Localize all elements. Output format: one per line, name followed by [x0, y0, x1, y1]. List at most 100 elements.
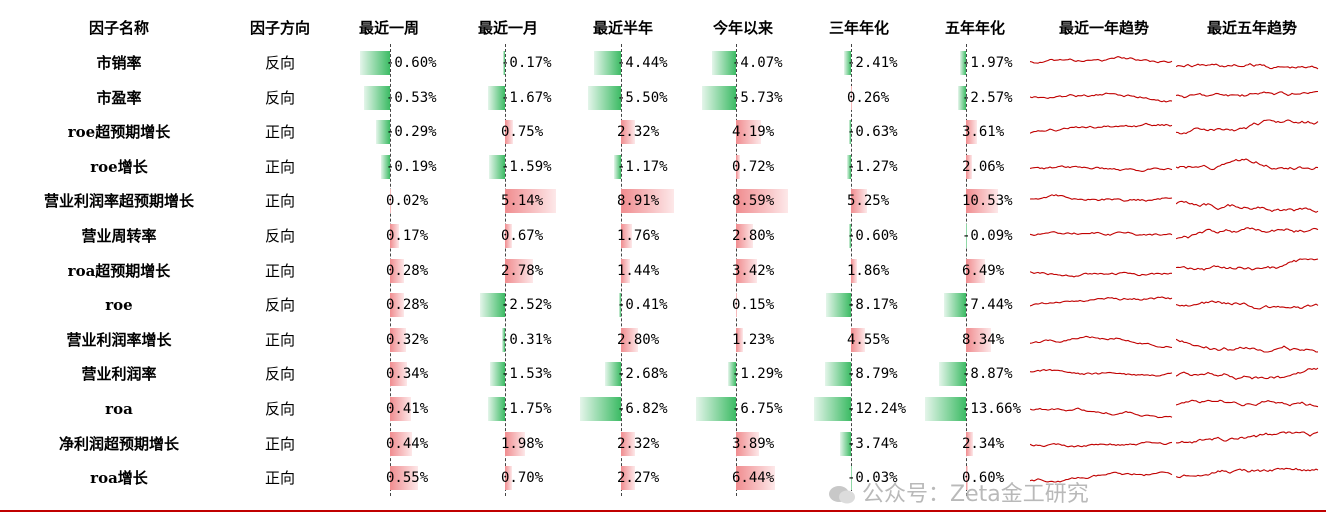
- sparkline-trend-5y: [1176, 158, 1319, 170]
- value-label-month: 5.14%: [501, 193, 544, 210]
- factor-name: 净利润超预期增长: [58, 434, 179, 453]
- sparkline-path: [1176, 368, 1319, 381]
- bar-half-year: [621, 224, 632, 248]
- bar-5y: [966, 466, 968, 491]
- bar-3y: [851, 327, 865, 352]
- sparkline-path: [1176, 258, 1319, 271]
- value-label-half-year: -0.41%: [617, 297, 668, 314]
- header-half-year: 最近半年: [592, 19, 653, 37]
- value-label-5y: 3.61%: [962, 124, 1005, 141]
- value-label-3y: -0.60%: [847, 228, 898, 244]
- bar-half-year: [621, 189, 675, 214]
- bar-ytd: [736, 154, 741, 179]
- sparkline-trend-1y: [1030, 56, 1173, 64]
- factor-direction: 反向: [264, 296, 295, 315]
- value-label-week: 0.17%: [386, 228, 429, 244]
- bar-5y: [966, 431, 974, 456]
- wechat-icon: [829, 486, 855, 504]
- factor-name: 营业利润率增长: [66, 330, 172, 349]
- bar-half-year: [621, 327, 638, 352]
- value-label-half-year: -6.82%: [617, 401, 668, 417]
- value-label-half-year: 2.32%: [617, 435, 660, 452]
- bar-ytd: [695, 397, 736, 421]
- bar-5y: [966, 189, 998, 214]
- factor-direction: 反向: [264, 227, 295, 245]
- factor-name: 营业利润率: [81, 365, 157, 384]
- value-label-month: -1.67%: [501, 89, 552, 106]
- factor-name: 市盈率: [96, 88, 142, 107]
- value-label-week: 0.28%: [386, 262, 429, 279]
- bar-3y: [843, 51, 851, 75]
- value-label-month: -1.59%: [501, 158, 552, 175]
- factor-name: roe超预期增长: [67, 123, 171, 142]
- bar-5y: [966, 258, 986, 283]
- value-label-week: 0.41%: [386, 401, 429, 417]
- header-week: 最近一周: [358, 19, 419, 37]
- bar-week: [390, 397, 411, 421]
- value-label-half-year: -2.68%: [617, 366, 668, 383]
- sparkline-trend-1y: [1030, 122, 1173, 134]
- bar-month: [503, 51, 505, 75]
- value-label-ytd: 1.23%: [732, 331, 775, 348]
- value-label-half-year: -1.17%: [617, 158, 668, 175]
- value-label-3y: -3.74%: [847, 435, 898, 452]
- sparkline-path: [1030, 296, 1173, 307]
- sparkline-path: [1030, 165, 1173, 172]
- bar-week: [375, 120, 390, 145]
- value-label-ytd: -4.07%: [732, 55, 783, 71]
- bar-month: [505, 120, 513, 145]
- bar-5y: [966, 120, 977, 145]
- sparkline-path: [1176, 300, 1319, 310]
- factor-direction: 正向: [264, 261, 295, 280]
- bar-ytd: [736, 189, 788, 214]
- sparkline-path: [1176, 399, 1319, 408]
- bar-week: [390, 327, 406, 352]
- sparkline-trend-1y: [1030, 92, 1173, 103]
- value-label-month: 0.67%: [501, 228, 544, 244]
- bar-5y: [943, 293, 966, 318]
- sparkline-path: [1030, 270, 1172, 278]
- value-label-5y: -8.87%: [962, 366, 1013, 383]
- value-label-month: 1.98%: [501, 435, 544, 452]
- value-label-ytd: 3.89%: [732, 435, 775, 452]
- bar-week: [390, 431, 412, 456]
- factor-direction: 正向: [264, 469, 295, 488]
- bar-3y: [824, 362, 851, 387]
- value-label-5y: -7.44%: [962, 297, 1013, 314]
- sparkline-path: [1176, 467, 1319, 479]
- bar-ytd: [736, 431, 760, 456]
- factor-name: roe增长: [90, 157, 148, 176]
- sparkline-trend-5y: [1176, 90, 1319, 98]
- sparkline-path: [1176, 227, 1319, 240]
- bar-3y: [850, 466, 852, 491]
- bar-3y: [839, 431, 851, 456]
- value-label-3y: -2.41%: [847, 55, 898, 71]
- sparkline-trend-5y: [1176, 201, 1319, 214]
- bar-ytd: [728, 362, 736, 387]
- value-label-5y: 10.53%: [962, 193, 1013, 210]
- factor-name: 市销率: [96, 54, 142, 72]
- header-5y: 五年年化: [944, 19, 1005, 37]
- bar-3y: [849, 120, 851, 145]
- sparkline-trend-1y: [1030, 270, 1172, 278]
- sparkline-path: [1176, 338, 1319, 353]
- sparkline-trend-1y: [1030, 194, 1173, 203]
- factor-direction: 正向: [264, 157, 295, 176]
- sparkline-path: [1176, 63, 1319, 70]
- value-label-3y: -12.24%: [847, 401, 907, 417]
- value-label-3y: 1.86%: [847, 262, 890, 279]
- sparkline-trend-1y: [1030, 296, 1173, 307]
- value-label-5y: 8.34%: [962, 331, 1005, 348]
- value-label-ytd: 8.59%: [732, 193, 775, 210]
- bar-3y: [826, 293, 851, 318]
- factor-name: 营业利润率超预期增长: [43, 192, 194, 211]
- bar-week: [390, 258, 404, 283]
- bar-half-year: [613, 154, 621, 179]
- value-label-week: 0.34%: [386, 366, 429, 383]
- bar-month: [488, 85, 505, 110]
- bar-month: [501, 327, 505, 352]
- bar-month: [505, 466, 512, 491]
- value-label-5y: -1.97%: [962, 55, 1013, 71]
- bar-week: [360, 51, 390, 75]
